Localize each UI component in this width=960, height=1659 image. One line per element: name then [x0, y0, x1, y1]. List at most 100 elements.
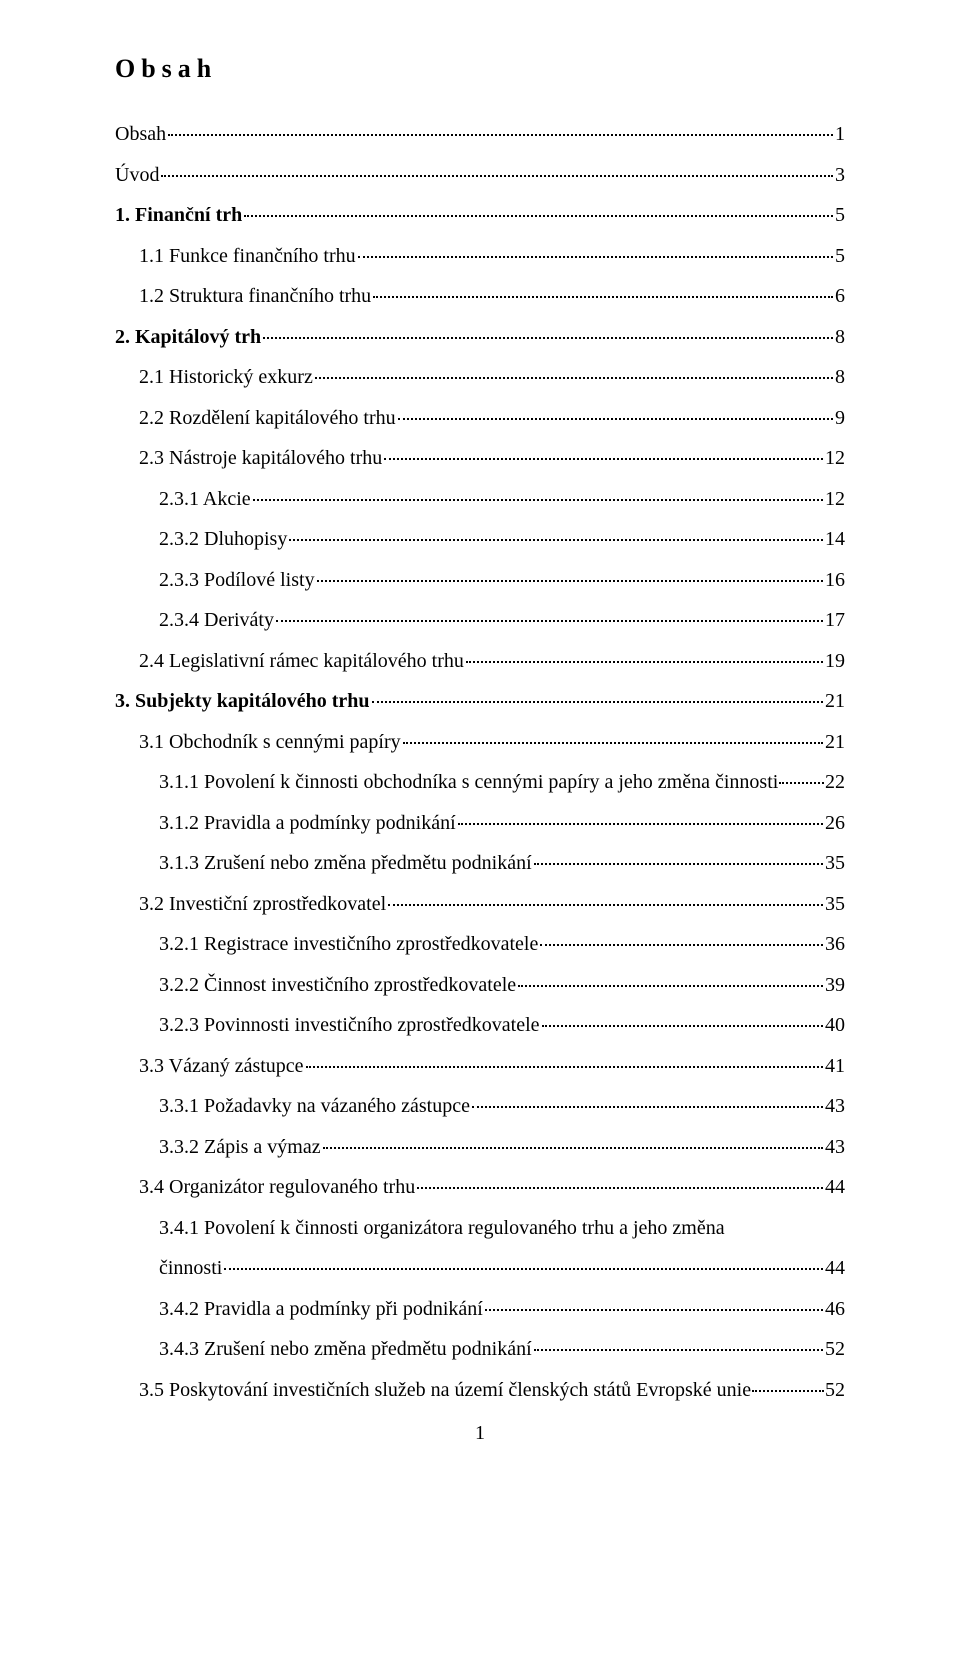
toc-leader-dots: [534, 1349, 823, 1351]
toc-entry-label: 3. Subjekty kapitálového trhu: [115, 691, 370, 711]
toc-leader-dots: [372, 701, 824, 703]
page-number: 1: [115, 1422, 845, 1445]
toc-entry-label: 3.1.2 Pravidla a podmínky podnikání: [159, 813, 456, 833]
toc-entry: 3.3 Vázaný zástupce41: [115, 1056, 845, 1076]
toc-leader-dots: [317, 580, 823, 582]
toc-entry: 3.2.1 Registrace investičního zprostředk…: [115, 934, 845, 954]
toc-entry-label: 3.1.1 Povolení k činnosti obchodníka s c…: [159, 772, 778, 792]
toc-entry: 2.2 Rozdělení kapitálového trhu 9: [115, 408, 845, 428]
toc-entry-label: 3.3.2 Zápis a výmaz: [159, 1137, 321, 1157]
toc-leader-dots: [315, 377, 833, 379]
toc-entry-page: 3: [835, 165, 845, 185]
toc-entry-label: 2.1 Historický exkurz: [139, 367, 313, 387]
toc-entry-label: 1.1 Funkce finančního trhu: [139, 246, 356, 266]
toc-entry: 1. Finanční trh5: [115, 205, 845, 225]
toc-leader-dots: [263, 337, 833, 339]
toc-entry: Úvod 3: [115, 165, 845, 185]
toc-leader-dots: [518, 985, 823, 987]
toc-entry: 3.1.3 Zrušení nebo změna předmětu podnik…: [115, 853, 845, 873]
toc-entry-page: 26: [825, 813, 845, 833]
toc-entry: 3.3.2 Zápis a výmaz 43: [115, 1137, 845, 1157]
toc-leader-dots: [752, 1390, 824, 1392]
toc-entry: 3.2.2 Činnost investičního zprostředkova…: [115, 975, 845, 995]
toc-entry: 3.5 Poskytování investičních služeb na ú…: [115, 1380, 845, 1400]
toc-leader-dots: [403, 742, 823, 744]
toc-entry-label: 3.3 Vázaný zástupce: [139, 1056, 304, 1076]
toc-entry: Obsah 1: [115, 124, 845, 144]
toc-leader-dots: [417, 1187, 823, 1189]
toc-entry: 3.4.3 Zrušení nebo změna předmětu podnik…: [115, 1339, 845, 1359]
toc-list: Obsah 1 Úvod 3 1. Finanční trh5 1.1 Funkce fi…: [115, 124, 845, 1400]
toc-entry-page: 21: [825, 732, 845, 752]
toc-entry: 3.2 Investiční zprostředkovatel 35: [115, 894, 845, 914]
toc-entry-label: 2.3.1 Akcie: [159, 489, 251, 509]
toc-entry: činnosti44: [115, 1258, 845, 1278]
toc-leader-dots: [388, 904, 823, 906]
toc-entry-label: 3.2.2 Činnost investičního zprostředkova…: [159, 975, 516, 995]
toc-entry-label: 2.2 Rozdělení kapitálového trhu: [139, 408, 396, 428]
toc-entry: 3. Subjekty kapitálového trhu 21: [115, 691, 845, 711]
toc-entry-page: 52: [825, 1339, 845, 1359]
toc-entry: 3.3.1 Požadavky na vázaného zástupce 43: [115, 1096, 845, 1116]
toc-entry-label: 3.2 Investiční zprostředkovatel: [139, 894, 386, 914]
toc-entry-page: 44: [825, 1258, 845, 1278]
toc-entry: 2.1 Historický exkurz 8: [115, 367, 845, 387]
toc-entry-page: 43: [825, 1137, 845, 1157]
toc-entry-page: 16: [825, 570, 845, 590]
toc-entry-label: 3.1.3 Zrušení nebo změna předmětu podnik…: [159, 853, 532, 873]
toc-leader-dots: [384, 458, 823, 460]
toc-entry: 3.1 Obchodník s cennými papíry 21: [115, 732, 845, 752]
toc-leader-dots: [323, 1147, 823, 1149]
toc-leader-dots: [358, 256, 833, 258]
toc-entry-page: 46: [825, 1299, 845, 1319]
toc-entry-label: 3.4.3 Zrušení nebo změna předmětu podnik…: [159, 1339, 532, 1359]
toc-leader-dots: [540, 944, 823, 946]
toc-leader-dots: [485, 1309, 823, 1311]
toc-entry-page: 35: [825, 894, 845, 914]
toc-entry-page: 22: [825, 772, 845, 792]
toc-entry-page: 9: [835, 408, 845, 428]
toc-entry-page: 40: [825, 1015, 845, 1035]
toc-entry-page: 1: [835, 124, 845, 144]
toc-entry-page: 8: [835, 367, 845, 387]
toc-leader-dots: [161, 175, 833, 177]
toc-entry: 1.1 Funkce finančního trhu5: [115, 246, 845, 266]
toc-leader-dots: [542, 1025, 824, 1027]
toc-entry-label: 3.5 Poskytování investičních služeb na ú…: [139, 1380, 751, 1400]
toc-entry: 2.3.2 Dluhopisy14: [115, 529, 845, 549]
toc-entry-label: 3.4.2 Pravidla a podmínky při podnikání: [159, 1299, 483, 1319]
toc-entry: 2.3.3 Podílové listy16: [115, 570, 845, 590]
toc-entry-page: 52: [825, 1380, 845, 1400]
toc-entry: 2.3.4 Deriváty17: [115, 610, 845, 630]
toc-leader-dots: [244, 215, 833, 217]
toc-entry-label: Úvod: [115, 165, 159, 185]
toc-entry-label: Obsah: [115, 124, 166, 144]
toc-entry: 3.2.3 Povinnosti investičního zprostředk…: [115, 1015, 845, 1035]
toc-heading: Obsah: [115, 54, 845, 84]
toc-entry-page: 35: [825, 853, 845, 873]
toc-leader-dots: [276, 620, 823, 622]
toc-entry-label: 2.4 Legislativní rámec kapitálového trhu: [139, 651, 464, 671]
toc-leader-dots: [168, 134, 833, 136]
toc-entry-label: 2.3.4 Deriváty: [159, 610, 274, 630]
toc-entry: 3.4.1 Povolení k činnosti organizátora r…: [115, 1218, 845, 1238]
toc-entry-page: 14: [825, 529, 845, 549]
toc-leader-dots: [253, 499, 823, 501]
toc-leader-dots: [373, 296, 833, 298]
toc-leader-dots: [466, 661, 823, 663]
toc-entry-page: 6: [835, 286, 845, 306]
toc-leader-dots: [289, 539, 823, 541]
toc-entry-page: 44: [825, 1177, 845, 1197]
toc-entry-page: 12: [825, 489, 845, 509]
toc-entry-page: 43: [825, 1096, 845, 1116]
toc-entry-label: 3.3.1 Požadavky na vázaného zástupce: [159, 1096, 470, 1116]
toc-entry-label: 2. Kapitálový trh: [115, 327, 261, 347]
toc-entry-page: 5: [835, 205, 845, 225]
toc-entry-page: 19: [825, 651, 845, 671]
toc-entry-label: 2.3 Nástroje kapitálového trhu: [139, 448, 382, 468]
toc-entry-page: 12: [825, 448, 845, 468]
toc-entry-label: 3.2.1 Registrace investičního zprostředk…: [159, 934, 538, 954]
toc-leader-dots: [458, 823, 823, 825]
toc-entry-page: 21: [825, 691, 845, 711]
toc-entry-label: 3.1 Obchodník s cennými papíry: [139, 732, 401, 752]
